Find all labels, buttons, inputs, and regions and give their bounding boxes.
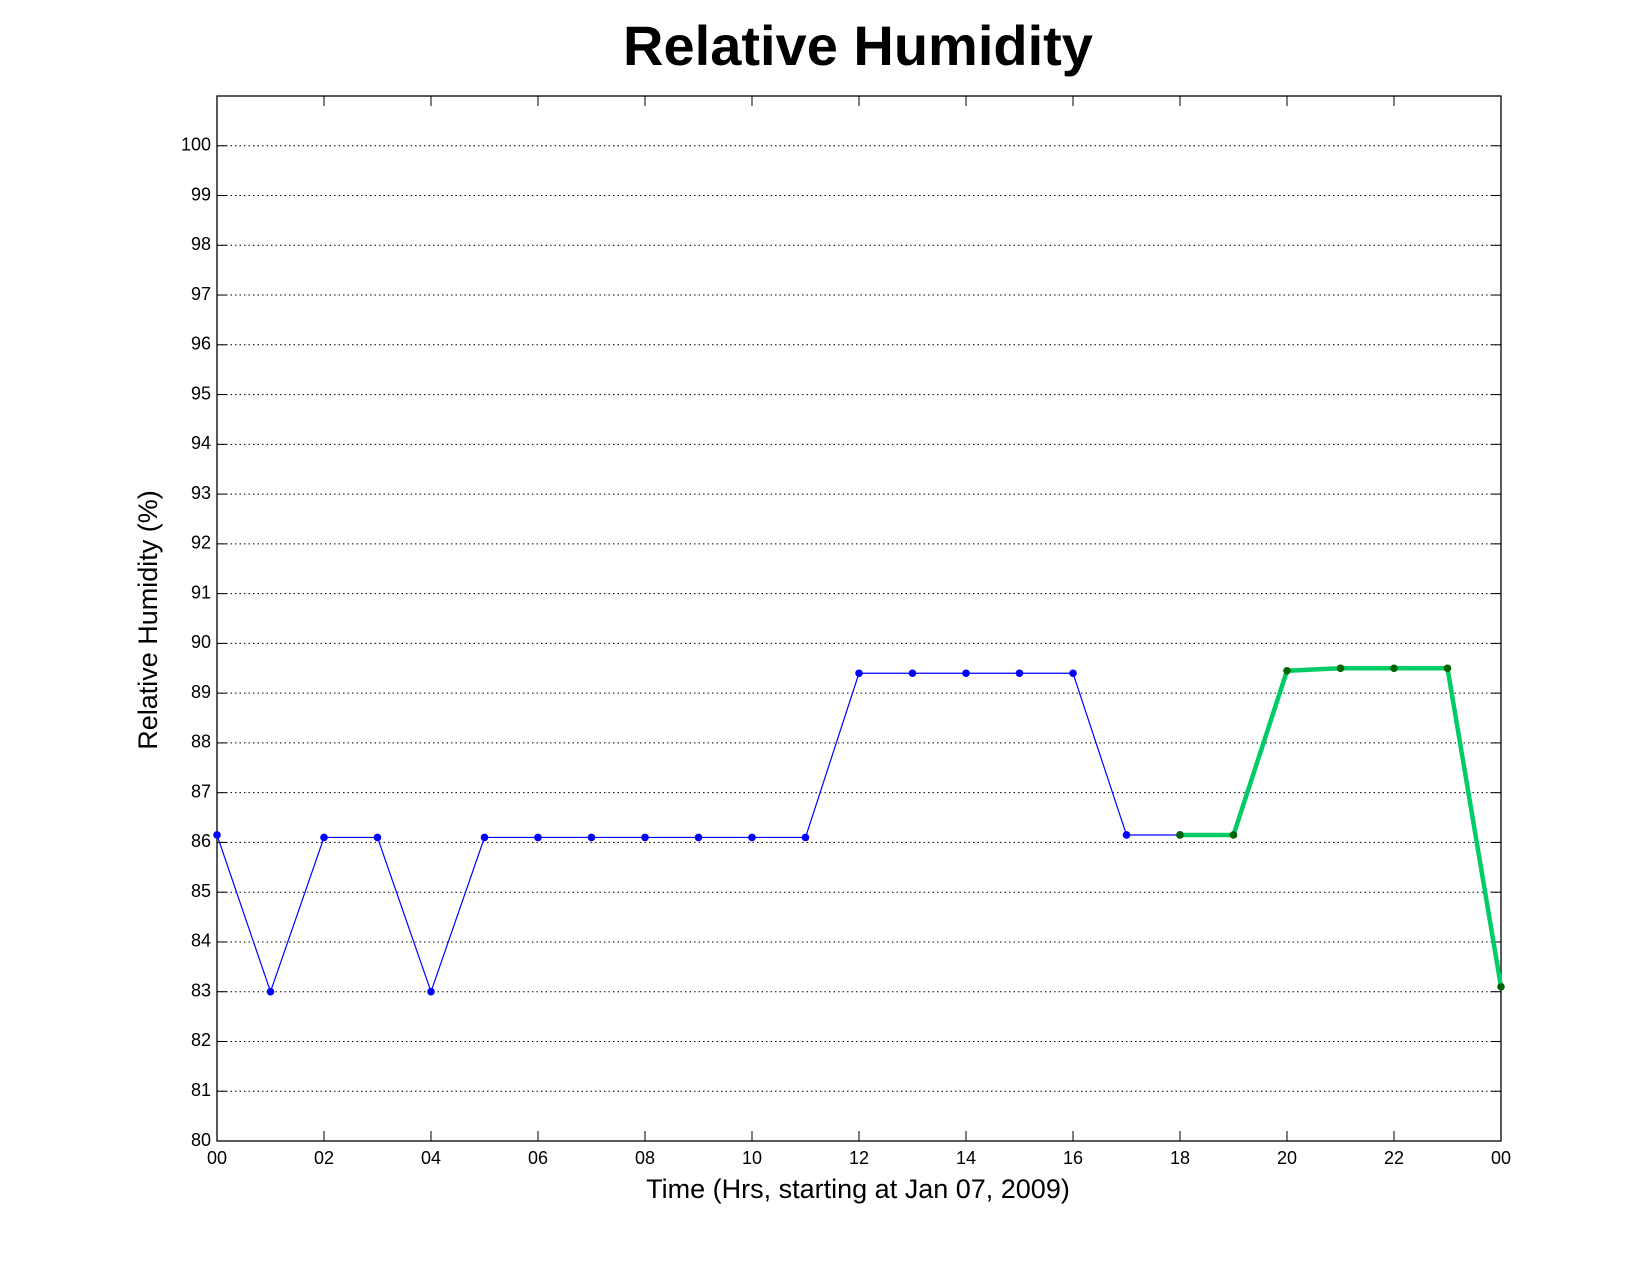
- y-tick-label: 90: [191, 632, 211, 652]
- x-tick-label: 18: [1170, 1148, 1190, 1168]
- x-tick-label: 02: [314, 1148, 334, 1168]
- data-point: [1229, 831, 1238, 839]
- y-tick-label: 80: [191, 1130, 211, 1150]
- x-tick-label: 14: [956, 1148, 976, 1168]
- data-point: [480, 833, 489, 842]
- data-point: [1443, 664, 1452, 673]
- data-point: [320, 833, 328, 842]
- data-point: [855, 669, 863, 678]
- y-tick-label: 95: [191, 383, 211, 403]
- data-point: [1122, 831, 1131, 839]
- data-point: [1283, 666, 1291, 675]
- data-point: [266, 987, 275, 996]
- data-point: [908, 669, 917, 678]
- y-tick-label: 100: [181, 135, 211, 155]
- x-tick-label: 08: [635, 1148, 655, 1168]
- data-point: [1176, 831, 1184, 839]
- chart-title: Relative Humidity: [623, 14, 1093, 77]
- y-tick-label: 93: [191, 483, 211, 503]
- data-point: [373, 833, 382, 842]
- data-point: [962, 669, 970, 678]
- x-tick-label: 12: [849, 1148, 869, 1168]
- data-point: [1015, 669, 1024, 678]
- y-tick-label: 86: [191, 831, 211, 851]
- y-tick-label: 81: [191, 1080, 211, 1100]
- x-tick-label: 04: [421, 1148, 441, 1168]
- x-axis-label: Time (Hrs, starting at Jan 07, 2009): [646, 1174, 1070, 1204]
- y-tick-label: 98: [191, 234, 211, 254]
- y-tick-label: 87: [191, 781, 211, 801]
- y-tick-label: 99: [191, 184, 211, 204]
- x-tick-label: 10: [742, 1148, 762, 1168]
- y-tick-label: 89: [191, 682, 211, 702]
- data-point: [213, 831, 221, 839]
- y-tick-label: 85: [191, 881, 211, 901]
- y-tick-label: 83: [191, 980, 211, 1000]
- x-tick-label: 20: [1277, 1148, 1297, 1168]
- x-tick-label: 16: [1063, 1148, 1083, 1168]
- y-tick-label: 91: [191, 582, 211, 602]
- y-tick-label: 97: [191, 284, 211, 304]
- y-tick-label: 82: [191, 1030, 211, 1050]
- data-point: [801, 833, 810, 842]
- data-point: [534, 833, 542, 842]
- data-point: [641, 833, 649, 842]
- y-tick-label: 94: [191, 433, 211, 453]
- data-point: [748, 833, 756, 842]
- data-point: [1390, 664, 1398, 673]
- data-line: [1180, 666, 1504, 988]
- data-point: [694, 833, 703, 842]
- data-point: [1069, 669, 1077, 678]
- x-tick-label: 06: [528, 1148, 548, 1168]
- data-line: [216, 672, 1180, 993]
- x-tick-label: 22: [1384, 1148, 1404, 1168]
- y-tick-label: 88: [191, 732, 211, 752]
- x-tick-label: 00: [207, 1148, 227, 1168]
- plot-frame: [216, 95, 1502, 1142]
- data-point: [427, 987, 435, 996]
- y-tick-label: 84: [191, 931, 211, 951]
- data-point: [1497, 982, 1505, 991]
- y-axis-label: Relative Humidity (%): [133, 490, 163, 750]
- data-point: [587, 833, 596, 842]
- y-tick-label: 96: [191, 334, 211, 354]
- y-tick-label: 92: [191, 533, 211, 553]
- x-tick-label: 00: [1491, 1148, 1511, 1168]
- data-point: [1336, 664, 1345, 673]
